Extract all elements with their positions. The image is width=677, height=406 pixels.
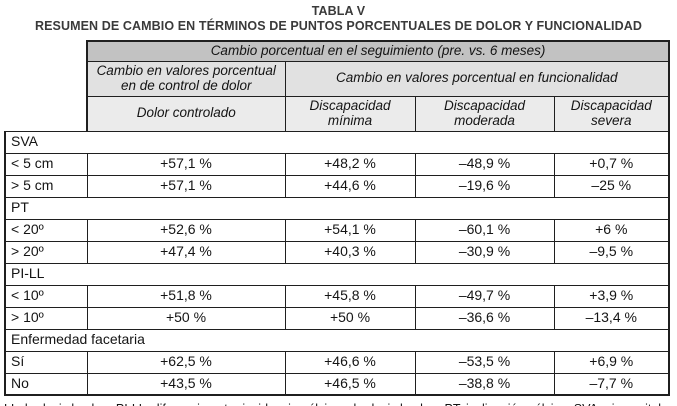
table-row: < 10º +51,8 % +45,8 % –49,7 % +3,9 %: [4, 284, 671, 308]
table-row: > 5 cm +57,1 % +44,6 % –19,6 % –25 %: [4, 174, 671, 198]
column-header-discapacidad-minima: Discapacidad mínima: [284, 95, 416, 132]
data-cell: +43,5 %: [86, 372, 286, 396]
table-body: SVA < 5 cm +57,1 % +48,2 % –48,9 % +0,7 % > 5 …: [3, 130, 671, 396]
row-label: > 10º: [4, 306, 88, 330]
row-label: No: [4, 372, 88, 396]
data-cell: –25 %: [553, 174, 671, 198]
section-header-label: Enfermedad facetaria: [3, 328, 671, 352]
section-row-pt: PT: [3, 196, 671, 220]
section-row-pi-ll: PI-LL: [3, 262, 671, 286]
table-title: TABLA V: [311, 4, 366, 18]
section-header-label: PT: [3, 196, 671, 220]
data-cell: +46,5 %: [284, 372, 416, 396]
column-header-discapacidad-severa: Discapacidad severa: [553, 95, 671, 132]
data-cell: –36,6 %: [414, 306, 555, 330]
section-row-sva: SVA: [3, 130, 671, 154]
data-cell: +0,7 %: [553, 152, 671, 176]
column-header-discapacidad-moderada: Discapacidad moderada: [414, 95, 555, 132]
data-cell: –38,8 %: [414, 372, 555, 396]
data-cell: –53,5 %: [414, 350, 555, 374]
group-header-pain: Cambio en valores porcentual en de contr…: [86, 60, 286, 97]
data-cell: +44,6 %: [284, 174, 416, 198]
column-header-row: Dolor controlado Discapacidad mínima Dis…: [5, 95, 671, 132]
data-cell: +62,5 %: [86, 350, 286, 374]
data-cell: +52,6 %: [86, 218, 286, 242]
row-label: > 5 cm: [4, 174, 88, 198]
data-cell: –49,7 %: [414, 284, 555, 308]
data-cell: –7,7 %: [553, 372, 671, 396]
data-cell: +50 %: [284, 306, 416, 330]
data-cell: +6,9 %: [553, 350, 671, 374]
data-cell: –13,4 %: [553, 306, 671, 330]
row-label: Sí: [4, 350, 88, 374]
top-header-cell: Cambio porcentual en el seguimiento (pre…: [85, 40, 671, 62]
data-cell: +40,3 %: [284, 240, 416, 264]
row-label: < 20º: [4, 218, 88, 242]
row-label: < 10º: [4, 284, 88, 308]
data-cell: –9,5 %: [553, 240, 671, 264]
data-cell: +3,9 %: [553, 284, 671, 308]
data-cell: –48,9 %: [414, 152, 555, 176]
data-cell: +57,1 %: [86, 174, 286, 198]
table-subtitle: RESUMEN DE CAMBIO EN TÉRMINOS DE PUNTOS …: [34, 19, 643, 33]
data-cell: –60,1 %: [414, 218, 555, 242]
table-row: > 20º +47,4 % +40,3 % –30,9 % –9,5 %: [4, 240, 671, 264]
data-cell: +54,1 %: [284, 218, 416, 242]
data-cell: +51,8 %: [86, 284, 286, 308]
table-row: < 20º +52,6 % +54,1 % –60,1 % +6 %: [4, 218, 671, 242]
header-spacer: [5, 41, 87, 61]
group-header-row: Cambio en valores porcentual en de contr…: [5, 60, 671, 97]
top-header-row: Cambio porcentual en el seguimiento (pre…: [5, 40, 671, 62]
data-cell: +57,1 %: [86, 152, 286, 176]
column-header-dolor-controlado: Dolor controlado: [86, 95, 286, 132]
summary-table: Cambio porcentual en el seguimiento (pre…: [3, 40, 671, 396]
section-header-label: SVA: [3, 130, 671, 154]
data-cell: –30,9 %: [414, 240, 555, 264]
section-header-label: PI-LL: [3, 262, 671, 286]
data-cell: +50 %: [86, 306, 286, 330]
section-row-enfermedad-facetaria: Enfermedad facetaria: [3, 328, 671, 352]
header-spacer: [5, 96, 87, 131]
header-spacer: [5, 61, 87, 96]
table-footnote: LL: lordosis lumbar. PI-LL: diferencia e…: [4, 402, 672, 406]
data-cell: +48,2 %: [284, 152, 416, 176]
table-row: Sí +62,5 % +46,6 % –53,5 % +6,9 %: [4, 350, 671, 374]
data-cell: +47,4 %: [86, 240, 286, 264]
data-cell: –19,6 %: [414, 174, 555, 198]
row-label: > 20º: [4, 240, 88, 264]
row-label: < 5 cm: [4, 152, 88, 176]
group-header-functionality: Cambio en valores porcentual en funciona…: [284, 60, 671, 97]
table-row: > 10º +50 % +50 % –36,6 % –13,4 %: [4, 306, 671, 330]
table-row: < 5 cm +57,1 % +48,2 % –48,9 % +0,7 %: [4, 152, 671, 176]
data-cell: +46,6 %: [284, 350, 416, 374]
data-cell: +6 %: [553, 218, 671, 242]
table-row: No +43,5 % +46,5 % –38,8 % –7,7 %: [4, 372, 671, 396]
data-cell: +45,8 %: [284, 284, 416, 308]
